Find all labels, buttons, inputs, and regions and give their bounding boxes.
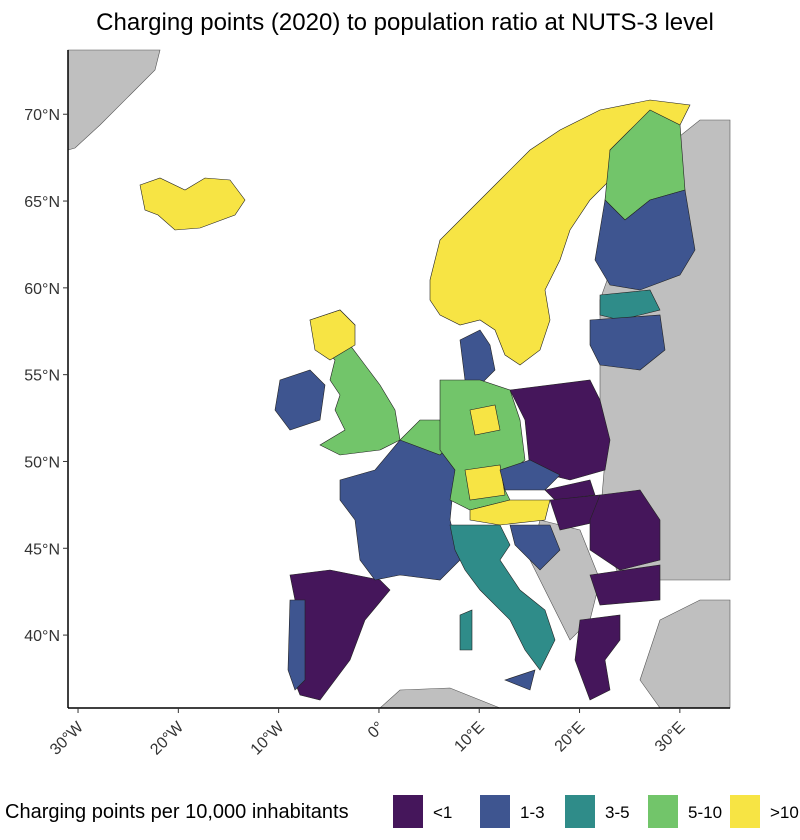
greenland: [67, 49, 161, 151]
y-tick-label: 70°N: [24, 107, 60, 124]
legend-swatch: [730, 795, 760, 828]
legend-swatch: [565, 795, 595, 828]
legend-label: >10: [770, 803, 799, 822]
poland: [509, 379, 611, 481]
scandinavia: [429, 99, 691, 366]
legend-label: 1-3: [520, 803, 545, 822]
bulgaria: [589, 564, 661, 606]
ireland: [274, 369, 326, 431]
legend-label: 3-5: [605, 803, 630, 822]
italy: [449, 524, 556, 671]
romania: [589, 489, 661, 571]
czechia: [499, 459, 561, 491]
legend-label: 5-10: [688, 803, 722, 822]
legend-swatch: [480, 795, 510, 828]
legend-label: <1: [433, 803, 452, 822]
germany-south: [464, 464, 506, 501]
legend-swatch: [393, 795, 423, 828]
germany-centre: [469, 404, 501, 436]
y-tick-label: 60°N: [24, 281, 60, 298]
scotland: [309, 309, 356, 361]
y-tick-label: 45°N: [24, 541, 60, 558]
map-title: Charging points (2020) to population rat…: [96, 9, 714, 36]
y-tick-label: 55°N: [24, 368, 60, 385]
legend-title: Charging points per 10,000 inhabitants: [5, 801, 349, 823]
y-tick-label: 40°N: [24, 628, 60, 645]
slovakia: [544, 479, 596, 501]
iceland: [139, 177, 246, 231]
portugal: [287, 599, 306, 691]
latvia-lithuania: [589, 314, 666, 371]
y-tick-label: 65°N: [24, 194, 60, 211]
greece: [574, 614, 621, 701]
estonia: [599, 289, 661, 321]
sicily: [504, 669, 536, 691]
finland-south: [594, 189, 696, 291]
legend-swatch: [648, 795, 678, 828]
map-land: [67, 49, 731, 709]
austria: [469, 499, 551, 526]
croatia-slovenia: [509, 524, 561, 571]
y-tick-label: 50°N: [24, 454, 60, 471]
sardinia: [459, 609, 473, 651]
